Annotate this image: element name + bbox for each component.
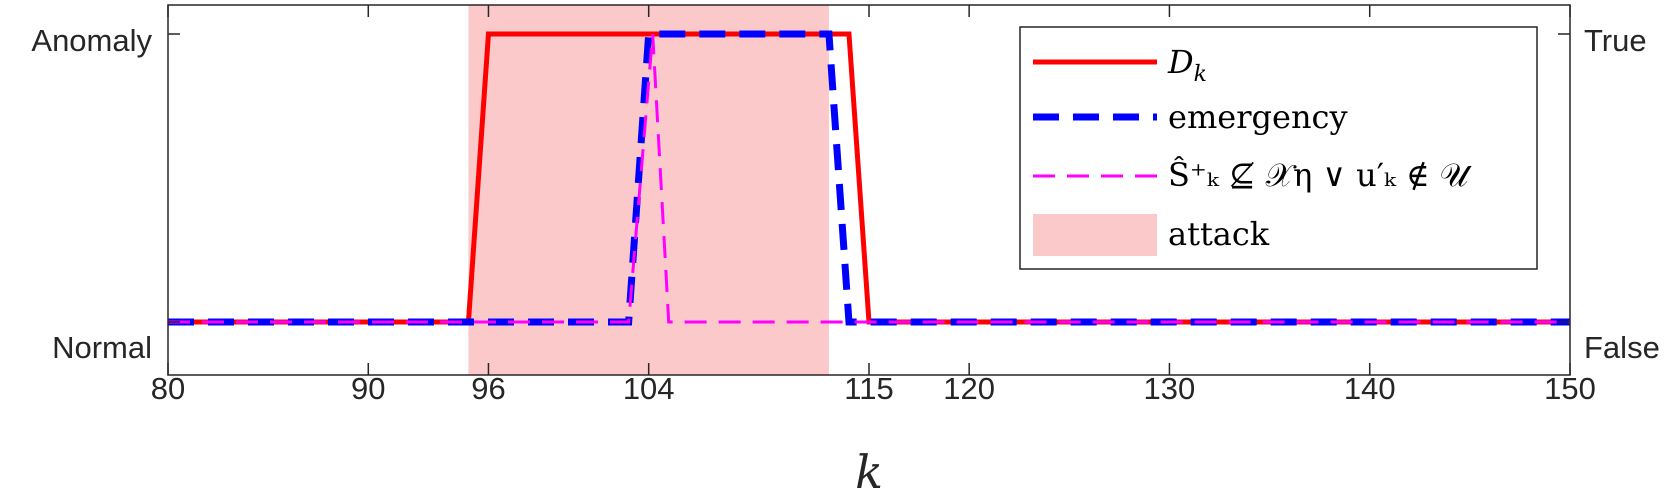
legend-label-emergency: emergency <box>1168 98 1348 136</box>
x-tick-label: 140 <box>1344 371 1396 406</box>
x-tick-label: 104 <box>623 371 675 406</box>
x-tick-label: 130 <box>1144 371 1196 406</box>
right-ytick-label-false: False <box>1584 330 1660 365</box>
x-tick-label: 150 <box>1544 371 1596 406</box>
left-ytick-label-anomaly: Anomaly <box>31 23 152 58</box>
left-ytick-label-normal: Normal <box>52 330 152 365</box>
x-tick-label: 80 <box>151 371 185 406</box>
y-ticks: Anomaly Normal True False <box>31 23 1659 365</box>
series-line-safety-condition <box>168 33 1570 324</box>
x-tick-label: 115 <box>844 371 893 406</box>
legend-label-safety-condition: Ŝ⁺ₖ ⊈ 𝒳η ∨ u′ₖ ∉ 𝒰 <box>1168 156 1473 194</box>
x-ticks: 80 90 96 104 115 120 130 140 150 <box>151 5 1596 406</box>
right-ytick-label-true: True <box>1584 23 1647 58</box>
x-tick-label: 96 <box>471 371 505 406</box>
legend-label-attack: attack <box>1168 215 1270 253</box>
series-group <box>168 30 1570 326</box>
legend-swatch-attack <box>1033 214 1157 256</box>
x-tick-label: 90 <box>351 371 385 406</box>
x-axis-label: k <box>855 445 883 499</box>
legend: Dk emergency Ŝ⁺ₖ ⊈ 𝒳η ∨ u′ₖ ∉ 𝒰 attack <box>1019 26 1538 270</box>
x-tick-label: 120 <box>943 371 995 406</box>
legend-label-dk: Dk <box>1167 43 1207 87</box>
